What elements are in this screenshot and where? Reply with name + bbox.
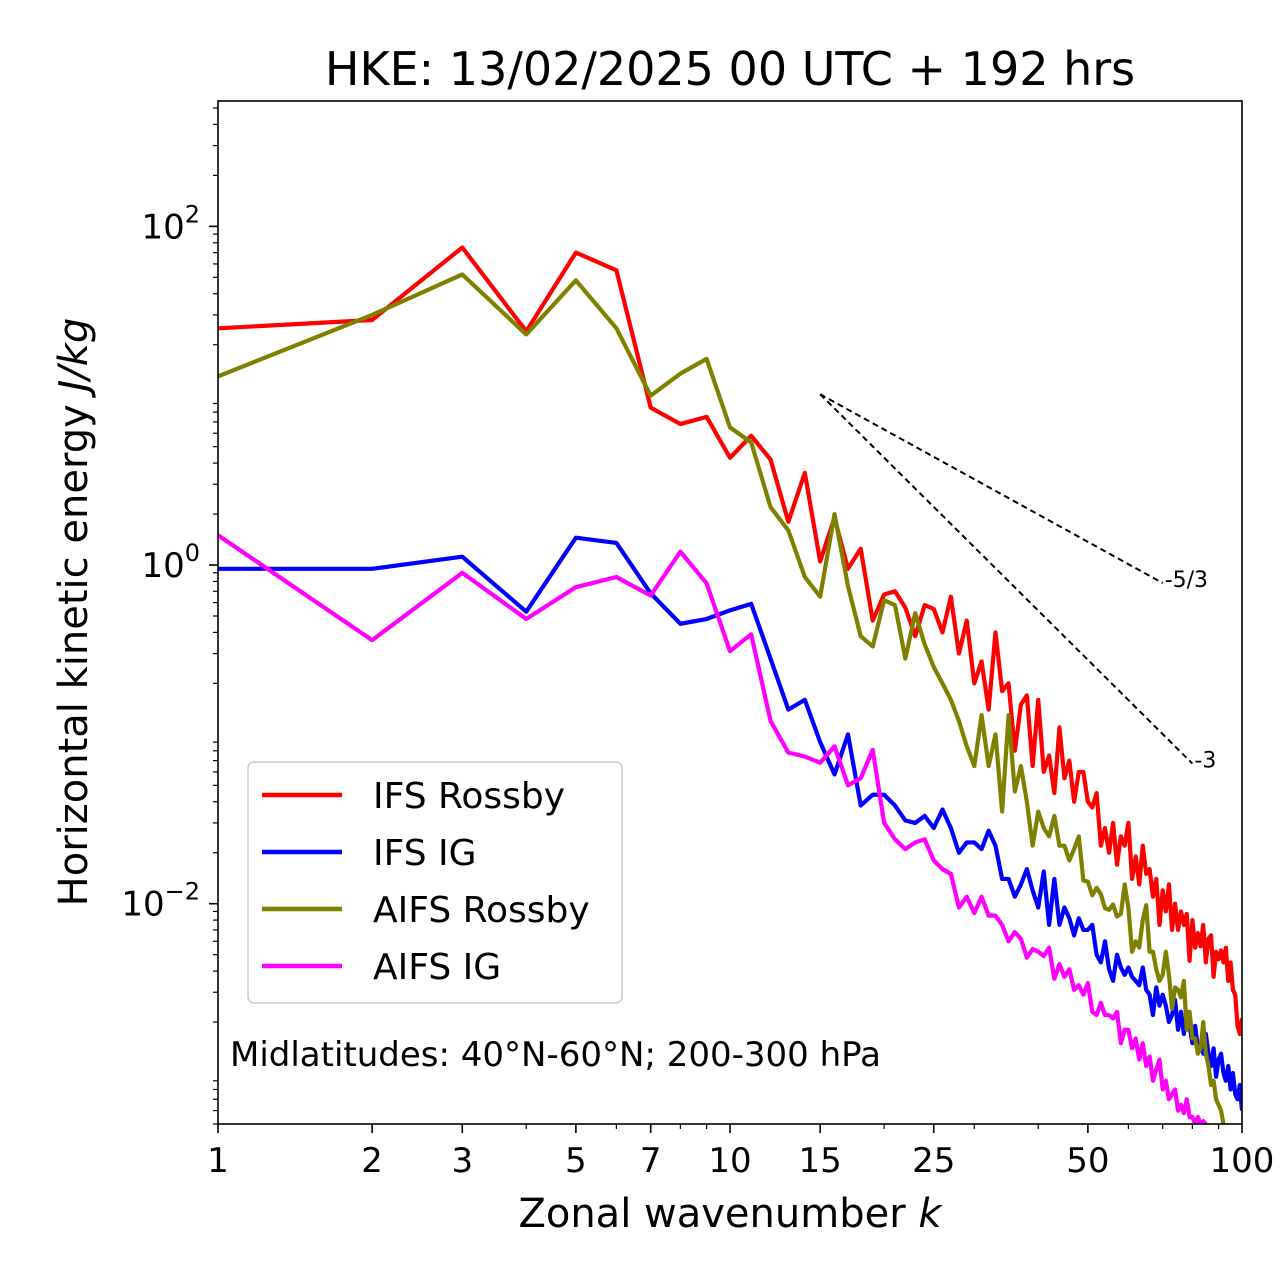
reference-slope-line: [819, 393, 1164, 584]
y-axis-label: Horizontal kinetic energy J/kg: [51, 318, 97, 907]
reference-slope-line: [819, 393, 1194, 765]
region-annotation: Midlatitudes: 40°N-60°N; 200-300 hPa: [230, 1035, 881, 1075]
chart-title: HKE: 13/02/2025 00 UTC + 192 hrs: [325, 42, 1135, 96]
x-tick-label: 7: [640, 1141, 662, 1181]
y-tick-label: 10−2: [121, 878, 200, 925]
legend-label: IFS IG: [373, 833, 477, 874]
x-axis-ticks: 1 2 3 5 7 10 15 25 50 100: [207, 1124, 1274, 1181]
reference-slopes: -5/3 -3: [819, 393, 1216, 774]
legend: IFS Rossby IFS IG AIFS Rossby AIFS IG: [247, 761, 623, 1004]
x-tick-label: 3: [451, 1141, 473, 1181]
legend-label: IFS Rossby: [373, 776, 565, 817]
series-line-aifs-ig: [218, 533, 1208, 1124]
legend-box: [247, 761, 623, 1004]
x-axis-label: Zonal wavenumber k: [518, 1191, 943, 1237]
legend-label: AIFS Rossby: [373, 890, 590, 931]
series-line-ifs-rossby: [218, 245, 1242, 1037]
x-tick-label: 100: [1210, 1141, 1275, 1181]
x-tick-label: 50: [1066, 1141, 1109, 1181]
x-tick-label: 2: [361, 1141, 383, 1181]
x-tick-label: 25: [912, 1141, 955, 1181]
y-tick-label: 100: [141, 539, 200, 586]
reference-slope-label: -3: [1194, 749, 1216, 774]
y-axis-ticks: 10−2 100 102: [121, 107, 218, 1125]
series-line-aifs-rossby: [218, 272, 1226, 1124]
plot-frame: [217, 100, 1243, 1125]
series-lines: [218, 245, 1242, 1124]
x-tick-label: 1: [207, 1141, 229, 1181]
x-tick-label: 15: [799, 1141, 842, 1181]
y-tick-label: 102: [141, 200, 200, 247]
x-tick-label: 10: [708, 1141, 751, 1181]
legend-label: AIFS IG: [373, 947, 501, 988]
x-tick-label: 5: [565, 1141, 587, 1181]
reference-slope-label: -5/3: [1165, 568, 1208, 593]
